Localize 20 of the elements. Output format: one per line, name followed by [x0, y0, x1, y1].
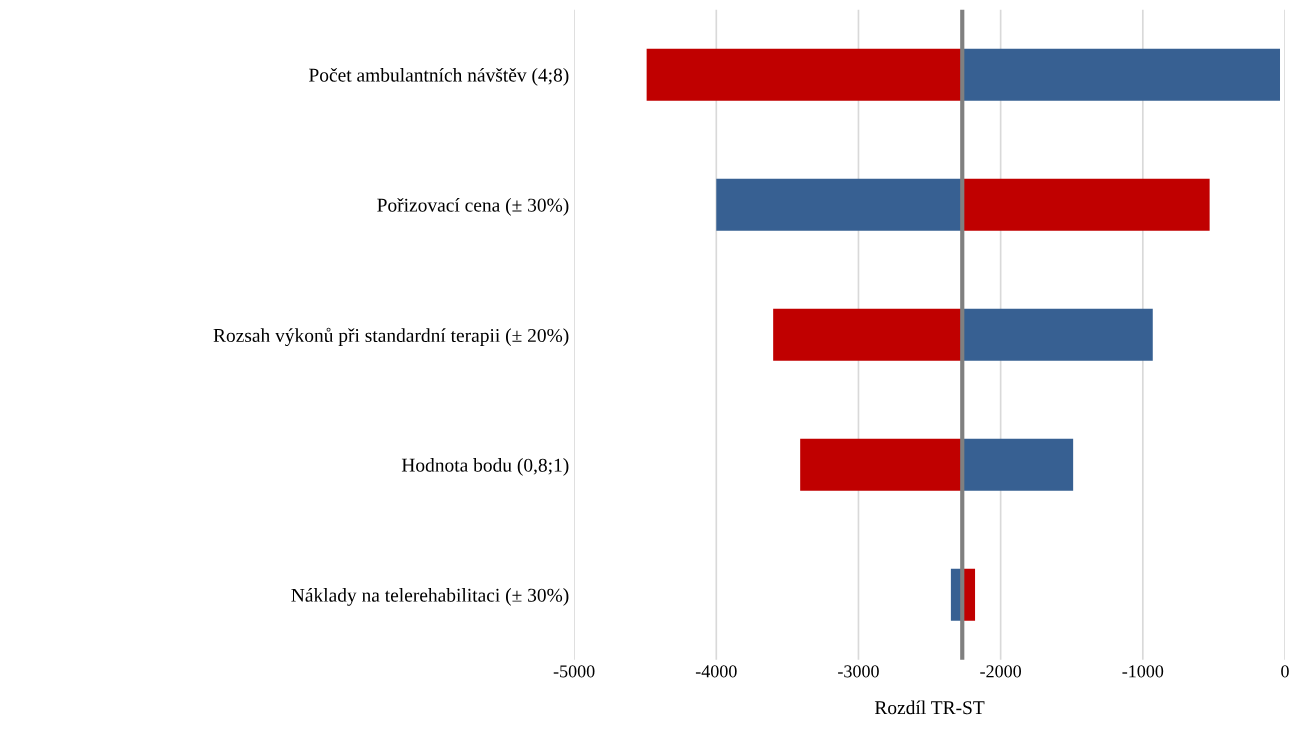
bar	[962, 48, 1281, 101]
y-tick-label: Náklady na telerehabilitaci (± 30%)	[291, 588, 569, 606]
x-tick-label: 0	[1281, 665, 1289, 678]
bar	[800, 438, 963, 491]
x-tick-label: -2000	[980, 665, 1022, 678]
bar	[646, 48, 963, 101]
y-tick-label: Počet ambulantních návštěv (4;8)	[309, 67, 569, 86]
bar	[716, 178, 963, 231]
x-tick-label: -1000	[1122, 665, 1164, 678]
x-tick-label: -3000	[838, 665, 879, 678]
y-tick-label: Rozsah výkonů při standardní terapii (± 20%)	[213, 327, 569, 347]
y-tick-label: Pořizovací cena (± 30%)	[377, 198, 569, 216]
x-tick-label: -4000	[695, 665, 737, 678]
x-tick-label: -5000	[553, 665, 595, 678]
x-axis-title: Rozdíl TR-ST	[874, 700, 985, 715]
bar	[962, 308, 1153, 361]
bar	[773, 308, 963, 361]
y-tick-label: Hodnota bodu (0,8;1)	[401, 458, 569, 476]
bar	[962, 438, 1074, 491]
bar	[962, 178, 1210, 231]
